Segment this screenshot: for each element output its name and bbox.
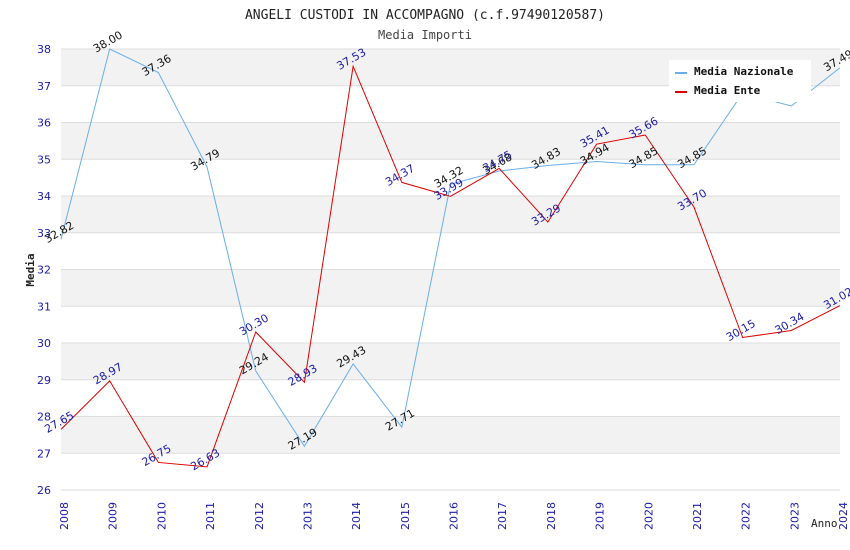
legend: Media Nazionale Media Ente [669,60,811,102]
x-tick-label: 2012 [253,502,266,530]
x-tick-label: 2010 [155,502,168,530]
y-tick-label: 32 [37,264,51,277]
y-axis-ticks: 26 27 28 29 30 31 32 33 34 35 36 37 38 [37,43,51,497]
chart-subtitle: Media Importi [378,28,472,42]
y-tick-label: 29 [37,374,51,387]
series-line-media-nazionale [60,48,841,448]
series-lines [60,48,841,468]
series-line-media-ente [60,64,841,468]
y-axis-label: Media [24,253,37,286]
y-tick-label: 35 [37,153,51,166]
y-tick-label: 34 [37,190,51,203]
grid-band [61,196,840,233]
legend-label: Media Ente [694,84,761,97]
x-tick-label: 2017 [496,502,509,530]
y-tick-label: 28 [37,411,51,424]
x-axis-ticks: 2008 2009 2010 2011 2012 2013 2014 2015 2016 2017… [58,502,850,530]
data-label-ente: 30.34 [773,310,807,337]
x-tick-label: 2009 [107,502,120,530]
x-tick-label: 2008 [58,502,71,530]
y-tick-label: 27 [37,447,51,460]
grid-band [61,269,840,307]
y-tick-label: 36 [37,117,51,130]
legend-label: Media Nazionale [694,65,794,78]
x-tick-label: 2022 [740,502,753,530]
x-tick-label: 2018 [545,502,558,530]
x-tick-label: 2011 [204,502,217,530]
grid-band [61,343,840,380]
y-tick-label: 33 [37,227,51,240]
x-tick-label: 2014 [350,502,363,530]
x-tick-label: 2015 [399,502,412,530]
grid-lines [61,48,840,491]
y-tick-label: 37 [37,80,51,93]
x-tick-label: 2013 [301,502,314,530]
chart-title: ANGELI CUSTODI IN ACCOMPAGNO (c.f.974901… [245,8,605,23]
x-tick-label: 2023 [788,502,801,530]
y-tick-label: 26 [37,484,51,497]
x-tick-label: 2019 [594,502,607,530]
y-tick-label: 31 [37,300,51,313]
x-tick-label: 2020 [642,502,655,530]
grid-band [61,416,840,454]
x-tick-label: 2021 [691,502,704,530]
y-tick-label: 30 [37,337,51,350]
data-label-ente: 30.15 [724,317,758,344]
x-tick-label: 2016 [448,502,461,530]
legend-box [669,60,811,102]
y-tick-label: 38 [37,43,51,56]
x-axis-label: Anno [811,517,838,530]
grid-band [61,122,840,160]
x-tick-label: 2024 [837,502,850,530]
